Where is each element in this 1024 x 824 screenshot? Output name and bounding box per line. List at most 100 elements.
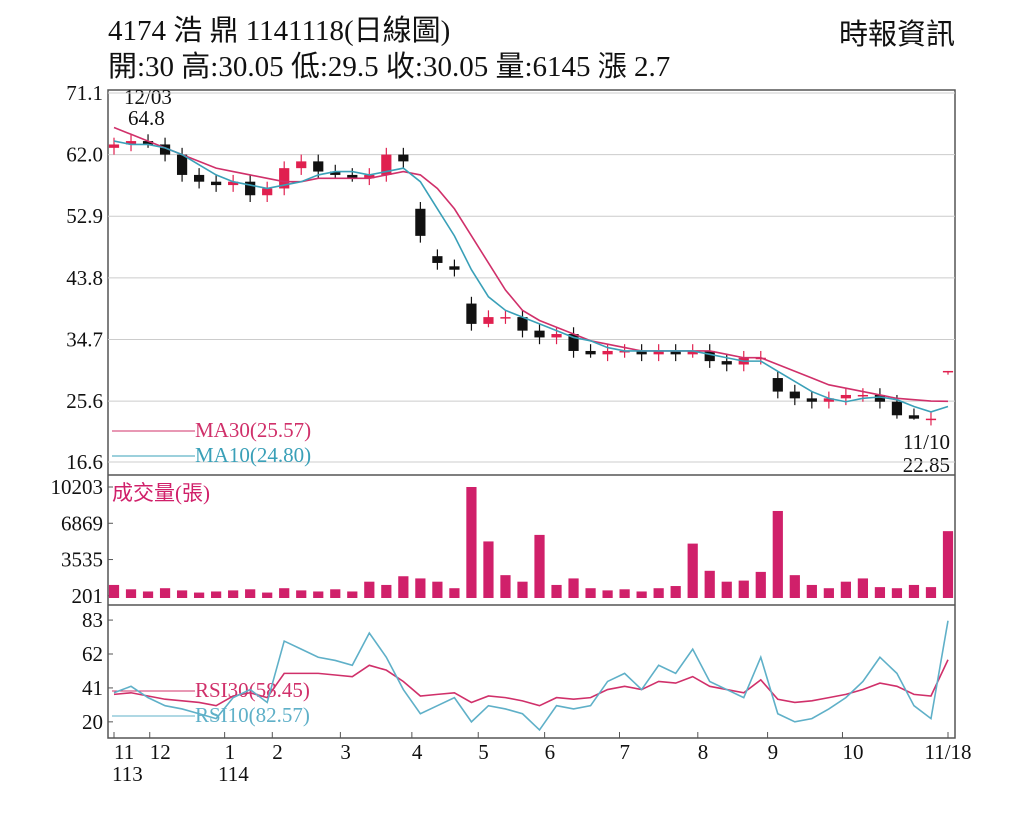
volume-bar <box>415 578 426 598</box>
candle-body <box>176 154 188 175</box>
candle-body <box>568 334 579 351</box>
candle-body <box>670 350 681 355</box>
annotation: 12/03 <box>124 85 172 109</box>
candle-body <box>653 350 664 355</box>
x-tick-label: 5 <box>478 740 489 764</box>
volume-bar <box>466 487 477 598</box>
candle-body <box>704 350 715 362</box>
x-tick-label: 10 <box>842 740 863 764</box>
source: 時報資訊 <box>839 18 955 51</box>
candle-body <box>381 154 392 175</box>
candle-body <box>636 350 647 355</box>
volume-bar <box>449 588 460 598</box>
candle-body <box>398 154 409 162</box>
volume-bar <box>874 587 886 598</box>
volume-bar <box>483 541 494 598</box>
x-tick-label: 1 <box>225 740 236 764</box>
volume-bar <box>670 586 681 598</box>
annotation: 11/10 <box>903 430 950 454</box>
x-tick-label: 4 <box>412 740 423 764</box>
volume-bar <box>789 575 800 598</box>
candle-body <box>432 256 443 263</box>
info: 開:30 高:30.05 低:29.5 收:30.05 量:6145 漲 2.7 <box>108 50 670 83</box>
x-tick-label: 8 <box>698 740 709 764</box>
volume-bar <box>653 588 664 598</box>
volume-bar <box>330 589 341 598</box>
candle-body <box>585 350 596 355</box>
y-tick-label: 41 <box>82 676 103 700</box>
series-line <box>113 620 949 732</box>
candle-body <box>925 418 937 421</box>
series-line <box>113 126 949 403</box>
y-tick-label: 83 <box>82 608 103 632</box>
volume-bar <box>176 590 188 598</box>
volume-bar <box>125 589 137 598</box>
volume-bar <box>108 584 120 598</box>
volume-bar <box>313 591 324 598</box>
x-tick-label: 2 <box>272 740 283 764</box>
candle-body <box>415 208 426 236</box>
candle-body <box>534 330 545 338</box>
volume-bar <box>517 581 528 598</box>
candle-body <box>330 171 341 175</box>
volume-bar <box>619 589 630 598</box>
candle-body <box>789 391 800 399</box>
candle-body <box>942 370 954 373</box>
legend-label: MA10(24.80) <box>195 443 311 467</box>
legend-label: RSI30(58.45) <box>195 678 310 702</box>
volume-bar <box>159 588 171 598</box>
y-tick-label: 20 <box>82 710 103 734</box>
candle-body <box>193 174 205 182</box>
x-tick-label: 7 <box>620 740 631 764</box>
volume-bar <box>772 510 783 598</box>
frame <box>107 89 956 739</box>
volume-bar <box>602 590 613 598</box>
volume-bar <box>721 581 732 598</box>
candle-body <box>823 398 834 402</box>
series-line <box>113 140 949 413</box>
candle-body <box>125 141 137 145</box>
title: 4174 浩 鼎 1141118(日線圖) <box>108 14 450 47</box>
volume-bar <box>806 584 817 598</box>
candle-body <box>228 181 239 186</box>
volume-bar <box>585 588 596 598</box>
volume-bar <box>296 590 307 598</box>
volume-bar <box>908 584 920 598</box>
volume-bar <box>534 534 545 598</box>
candle-body <box>721 361 732 365</box>
x-tick-label: 11/18 <box>924 740 971 764</box>
candle-body <box>602 350 613 355</box>
volume-bar <box>262 592 273 598</box>
y-tick-label: 16.6 <box>66 450 103 474</box>
volume-bar <box>211 591 222 598</box>
volume-title: 成交量(張) <box>112 481 210 505</box>
volume-bar <box>551 584 562 598</box>
annotation: 64.8 <box>128 106 165 130</box>
series-line <box>113 659 949 707</box>
candle-body <box>159 144 171 155</box>
volume-bar <box>687 543 698 598</box>
volume-bar <box>381 584 392 598</box>
candle-body <box>891 401 903 416</box>
candle-body <box>466 303 477 324</box>
volume-bar <box>500 575 511 598</box>
y-tick-label: 62.0 <box>66 143 103 167</box>
volume-bar <box>857 578 869 598</box>
volume-bar <box>891 588 903 598</box>
candle-body <box>279 168 290 189</box>
volume-bar <box>142 591 154 598</box>
candle-body <box>449 266 460 270</box>
candle-body <box>840 394 851 399</box>
x-tick-label: 3 <box>340 740 351 764</box>
volume-bar <box>942 531 954 598</box>
y-tick-label: 71.1 <box>66 81 103 105</box>
candle-body <box>142 141 154 145</box>
year-label: 113 <box>112 762 143 786</box>
candle-body <box>313 161 324 172</box>
candle-body <box>908 415 920 419</box>
year-label: 114 <box>218 762 249 786</box>
candle-body <box>296 161 307 169</box>
candle-body <box>347 174 358 179</box>
candle-body <box>874 394 886 402</box>
